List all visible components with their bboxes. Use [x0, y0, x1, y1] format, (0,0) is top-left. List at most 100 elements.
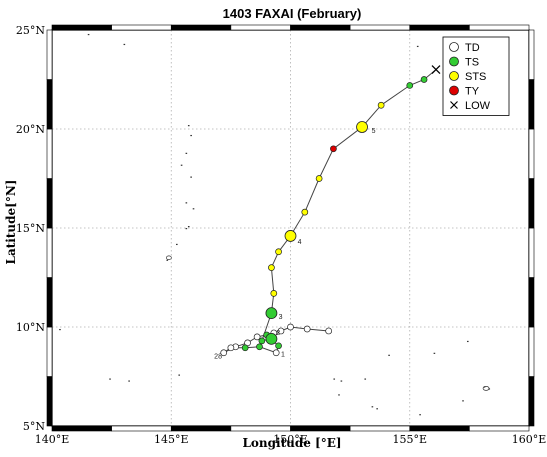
frame-segment	[230, 425, 291, 432]
track-point-low	[431, 65, 441, 75]
track-point-sts	[315, 175, 323, 182]
island-speck	[187, 226, 190, 228]
islands	[59, 33, 491, 416]
legend-label-low: LOW	[465, 100, 491, 112]
day-label: 4	[298, 239, 302, 246]
island-pohnpei	[482, 386, 490, 391]
frame-segment	[528, 227, 535, 278]
frame-segment	[170, 24, 232, 31]
frame-segment	[111, 425, 172, 432]
frame-segment	[528, 326, 535, 377]
island-speck	[433, 352, 436, 354]
daily-point-sts	[356, 121, 368, 133]
track	[223, 69, 437, 354]
day-label: 5	[372, 128, 376, 135]
island-speck	[185, 152, 188, 154]
island-speck	[483, 386, 486, 388]
frame-segment	[46, 277, 53, 328]
island-speck	[187, 125, 190, 127]
frame-segment	[409, 425, 470, 432]
island-speck	[123, 43, 126, 46]
frame-segment	[469, 24, 530, 31]
track-markers	[220, 65, 441, 357]
frame-segment	[469, 425, 530, 432]
frame-segment	[290, 425, 351, 432]
track-point-ts	[256, 343, 263, 351]
legend-marker-td	[449, 42, 459, 52]
x-tick-label: 155°E	[392, 433, 427, 446]
legend-marker-low	[450, 101, 458, 109]
day-label: 3	[279, 314, 283, 321]
frame-segment	[46, 29, 53, 80]
frame-segment	[46, 326, 53, 377]
track-point-sts	[270, 289, 278, 297]
island-speck	[466, 340, 469, 343]
island-speck	[180, 164, 183, 166]
chart-title: 1403 FAXAI (February)	[223, 6, 362, 21]
frame-segment	[528, 376, 535, 427]
frame-segment	[528, 178, 535, 229]
axis-ticks: 140°E 145°E 150°E 155°E 160°E 5°N 10°N 15°N 20°N…	[16, 24, 546, 446]
island-speck	[87, 33, 90, 36]
track-point-td	[227, 344, 235, 352]
y-tick-label: 5°N	[23, 420, 45, 433]
frame-segment	[349, 425, 411, 432]
track-point-td	[253, 333, 261, 341]
day-label: 1	[281, 352, 285, 359]
track-point-sts	[275, 248, 282, 256]
island-speck	[109, 378, 111, 380]
track-point-td	[287, 323, 294, 331]
x-tick-label: 140°E	[35, 433, 70, 446]
track-point-ts	[420, 76, 428, 83]
frame-segment	[46, 178, 53, 229]
frame-segment	[51, 425, 112, 432]
track-point-td	[325, 327, 333, 335]
island-speck	[166, 259, 169, 261]
track-line	[223, 69, 437, 354]
legend-marker-ty	[449, 85, 459, 96]
track-point-sts	[268, 264, 275, 271]
y-tick-label: 10°N	[16, 321, 45, 334]
island-speck	[371, 406, 374, 408]
island-speck	[59, 328, 61, 331]
island-speck	[178, 374, 181, 376]
track-point-td	[303, 325, 311, 333]
y-tick-label: 25°N	[16, 24, 45, 37]
island-speck	[190, 176, 192, 178]
island-speck	[419, 414, 421, 416]
island-speck	[376, 408, 378, 410]
island-speck	[388, 354, 390, 356]
island-speck	[416, 45, 419, 48]
track-point-ts	[241, 344, 249, 352]
day-label: 28	[214, 354, 222, 361]
island-guam	[166, 255, 172, 260]
track-point-ts	[258, 337, 266, 345]
track-point-td	[277, 327, 285, 335]
day-labels: 28 1 2 3 4 5	[214, 128, 375, 361]
x-tick-label: 145°E	[154, 433, 189, 446]
track-point-ty	[330, 145, 337, 153]
island-speck	[128, 380, 130, 382]
island-speck	[338, 394, 340, 396]
y-axis-label: Latitude[°N]	[4, 180, 18, 265]
daily-point-ts	[265, 307, 278, 320]
map-frame	[46, 24, 535, 432]
island-speck	[340, 380, 343, 382]
island-speck	[176, 243, 178, 246]
track-point-td	[272, 349, 280, 357]
frame-segment	[528, 29, 535, 80]
island-speck	[190, 134, 192, 137]
frame-segment	[528, 79, 535, 130]
day-label: 2	[276, 330, 280, 337]
frame-segment	[528, 277, 535, 328]
track-point-ts	[275, 342, 282, 350]
y-tick-label: 20°N	[16, 123, 45, 136]
frame-segment	[46, 376, 53, 427]
frame-segment	[111, 24, 172, 31]
x-tick-label: 150°E	[273, 433, 308, 446]
x-tick-label: 160°E	[512, 433, 547, 446]
x-axis-label: Longitude [°E]	[242, 436, 341, 450]
legend-marker-sts	[449, 71, 459, 81]
